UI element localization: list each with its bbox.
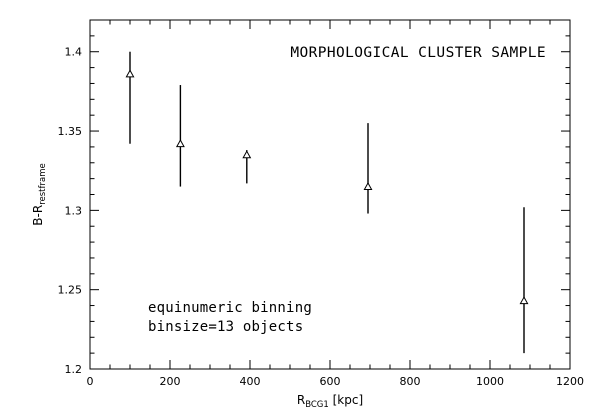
axis-ticks (89, 19, 571, 370)
x-axis-label-main: R (297, 393, 305, 407)
x-axis-label-subscript: BCG1 (305, 400, 329, 410)
data-point-triangle (125, 69, 135, 78)
annotation-binning: equinumeric binning (148, 300, 312, 316)
x-axis-label: RBCG1 [kpc] (297, 393, 363, 410)
chart-title: MORPHOLOGICAL CLUSTER SAMPLE (290, 45, 546, 61)
y-tick-label: 1.35 (58, 125, 83, 138)
x-tick-label: 400 (240, 375, 261, 388)
y-axis-label: B-Rrestframe (31, 163, 48, 225)
y-tick-label: 1.2 (65, 363, 83, 376)
x-tick-label: 0 (87, 375, 94, 388)
y-axis-label-subscript: restframe (38, 163, 48, 205)
y-tick-label: 1.4 (65, 46, 83, 59)
data-point-triangle (175, 139, 185, 148)
x-tick-label: 200 (160, 375, 181, 388)
plot-frame (89, 19, 571, 370)
axis-tick-labels: 0 200 400 600 800 1000 1200 1.2 1.25 1.3 1.35 1.4 (58, 46, 585, 388)
data-markers (125, 69, 529, 305)
y-tick-label: 1.3 (65, 204, 83, 217)
annotation-binsize: binsize=13 objects (148, 319, 303, 335)
x-tick-label: 1000 (476, 375, 504, 388)
x-tick-label: 600 (320, 375, 341, 388)
x-tick-label: 800 (400, 375, 421, 388)
x-tick-label: 1200 (556, 375, 584, 388)
data-point-triangle (519, 296, 529, 305)
x-axis-label-unit: [kpc] (329, 393, 363, 407)
y-tick-label: 1.25 (58, 284, 83, 297)
data-point-triangle (242, 150, 252, 159)
y-axis-label-main: B-R (31, 205, 45, 226)
error-bars (129, 51, 525, 354)
data-point-triangle (363, 181, 373, 190)
